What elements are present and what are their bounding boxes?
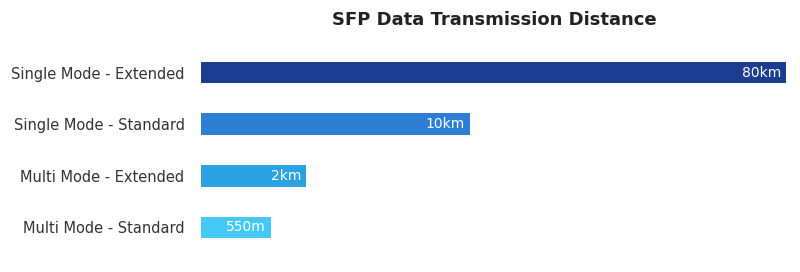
Bar xyxy=(201,113,470,135)
Bar xyxy=(201,165,306,187)
Bar xyxy=(201,62,786,84)
Bar xyxy=(201,217,271,238)
Text: 550m: 550m xyxy=(226,220,266,234)
Text: 2km: 2km xyxy=(271,169,302,183)
Title: SFP Data Transmission Distance: SFP Data Transmission Distance xyxy=(333,11,657,29)
Text: 80km: 80km xyxy=(742,66,782,79)
Text: 10km: 10km xyxy=(426,117,465,131)
